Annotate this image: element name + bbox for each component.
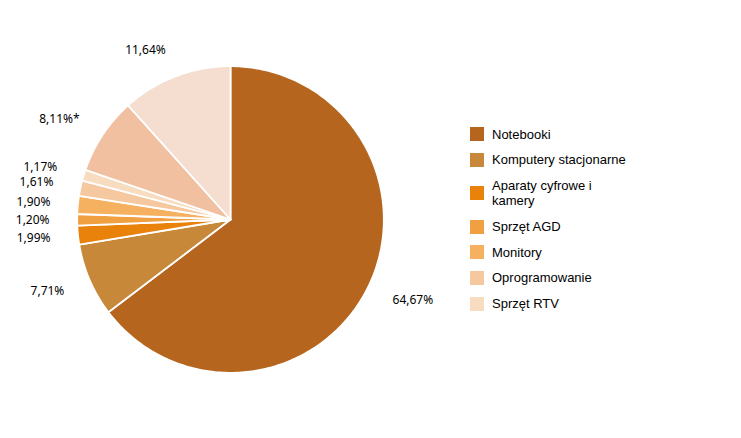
html-text:Komputery stacjonarne: Komputery stacjonarne (492, 152, 626, 168)
svg-text:1,20%: 1,20% (16, 211, 50, 228)
svg-text:1,17%: 1,17% (24, 158, 58, 175)
html-text:Sprzęt RTV: Sprzęt RTV (492, 295, 559, 311)
html-text:Oprogramowanie: Oprogramowanie (492, 270, 592, 286)
svg-text:1,99%: 1,99% (17, 229, 51, 246)
svg-text:11,64%: 11,64% (125, 41, 166, 58)
html-text:Aparaty cyfrowe i kamery: Aparaty cyfrowe i kamery (492, 177, 592, 209)
svg-text:64,67%: 64,67% (393, 291, 434, 308)
html-text:Sprzęt AGD: Sprzęt AGD (492, 219, 561, 234)
svg-text:1,61%: 1,61% (20, 173, 54, 190)
svg-text:8,11%*: 8,11%* (39, 110, 80, 127)
svg-text:1,90%: 1,90% (17, 193, 51, 210)
html-text:Monitory: Monitory (492, 244, 542, 260)
svg-text:7,71%: 7,71% (31, 282, 65, 299)
html-text:Notebooki: Notebooki (492, 126, 551, 142)
